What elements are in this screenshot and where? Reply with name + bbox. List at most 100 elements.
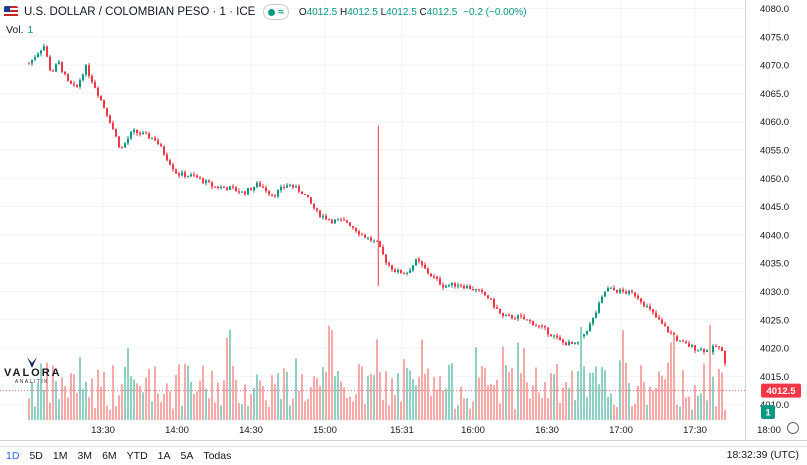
volume-bar: [685, 397, 687, 420]
symbol-title[interactable]: U.S. DOLLAR / COLOMBIAN PESO · 1 · ICE: [24, 6, 256, 18]
volume-bar: [163, 394, 165, 420]
candle-body: [238, 191, 240, 193]
volume-bar: [415, 385, 417, 420]
ohlc-values: O4012.5 H4012.5 L4012.5 C4012.5 −0.2 (−0…: [298, 6, 527, 18]
settings-icon[interactable]: [787, 422, 799, 434]
candle-body: [547, 327, 549, 335]
volume-bar: [652, 390, 654, 420]
volume-legend[interactable]: Vol. 1: [6, 24, 34, 36]
volume-bar: [130, 376, 132, 420]
candle-body: [343, 219, 345, 221]
candle-body: [616, 290, 618, 293]
volume-bar: [463, 398, 465, 420]
volume-bar: [634, 403, 636, 420]
volume-bar: [718, 368, 720, 420]
candle-body: [283, 186, 285, 188]
y-tick-label: 4040.0: [760, 230, 789, 241]
candle-body: [346, 220, 348, 223]
range-button-1d[interactable]: 1D: [6, 449, 20, 462]
candle-body: [514, 318, 516, 320]
volume-bar: [541, 397, 543, 420]
candle-body: [148, 133, 150, 139]
volume-bar: [556, 364, 558, 420]
x-tick-label: 17:00: [609, 425, 633, 436]
volume-bar: [385, 371, 387, 420]
x-tick-label: 16:00: [461, 425, 485, 436]
volume-bar: [421, 339, 423, 420]
y-tick-label: 4075.0: [760, 32, 789, 43]
candle-body: [577, 342, 579, 344]
candle-body: [694, 345, 696, 351]
volume-bar: [223, 380, 225, 420]
candle-body: [133, 129, 135, 132]
candle-body: [112, 122, 114, 130]
volume-bar: [181, 405, 183, 420]
candle-body: [337, 219, 339, 221]
x-tick-label: 17:30: [683, 425, 707, 436]
candle-body: [145, 132, 147, 134]
candle-body: [364, 234, 366, 238]
candle-body: [502, 312, 504, 317]
candle-body: [61, 61, 63, 72]
candle-body: [124, 143, 126, 148]
volume-bar: [430, 395, 432, 420]
utc-clock[interactable]: 18:32:39 (UTC): [726, 449, 799, 461]
volume-bar: [85, 381, 87, 420]
volume-bar: [172, 408, 174, 420]
range-button-3m[interactable]: 3M: [77, 449, 93, 462]
volume-bar: [322, 367, 324, 420]
candle-body: [295, 186, 297, 188]
volume-bar: [424, 373, 426, 420]
candle-body: [46, 46, 48, 57]
candle-body: [493, 299, 495, 308]
market-open-icon: [268, 8, 276, 16]
volume-bar: [499, 403, 501, 420]
candle-body: [466, 285, 468, 289]
volume-bar: [361, 366, 363, 420]
volume-bar: [196, 391, 198, 420]
volume-bar: [34, 406, 36, 420]
y-tick-label: 4015.0: [760, 372, 789, 383]
volume-bar: [235, 379, 237, 420]
volume-bar: [127, 347, 129, 420]
range-button-1a[interactable]: 1A: [157, 449, 171, 462]
range-button-6m[interactable]: 6M: [102, 449, 117, 462]
candle-body: [556, 335, 558, 338]
range-button-ytd[interactable]: YTD: [126, 449, 148, 462]
volume-bar: [43, 389, 45, 420]
market-status-pill[interactable]: ≈: [263, 4, 289, 20]
volume-badge-label: 1: [765, 408, 771, 419]
volume-bar: [373, 375, 375, 420]
range-button-1m[interactable]: 1M: [52, 449, 68, 462]
candle-body: [250, 188, 252, 191]
candle-body: [196, 175, 198, 178]
candle-body: [328, 219, 330, 221]
candle-body: [109, 115, 111, 123]
volume-bar: [619, 360, 621, 420]
candle-body: [85, 65, 87, 75]
candle-body: [43, 46, 45, 51]
candle-body: [676, 336, 678, 341]
volume-bar: [166, 383, 168, 420]
candle-body: [274, 195, 276, 197]
candle-body: [382, 247, 384, 255]
range-button-5a[interactable]: 5A: [180, 449, 194, 462]
volume-bar: [103, 372, 105, 420]
volume-bar: [565, 382, 567, 420]
volume-bar: [118, 395, 120, 420]
candle-body: [724, 350, 726, 364]
volume-bar: [391, 377, 393, 420]
candle-body: [499, 308, 501, 313]
volume-bar: [334, 376, 336, 420]
candle-body: [118, 136, 120, 148]
volume-bar: [628, 383, 630, 420]
volume-bar: [310, 387, 312, 420]
candle-body: [214, 186, 216, 188]
volume-bar: [466, 398, 468, 420]
range-button-5d[interactable]: 5D: [29, 449, 43, 462]
range-button-todas[interactable]: Todas: [203, 449, 232, 462]
volume-bar: [592, 372, 594, 420]
y-tick-label: 4060.0: [760, 117, 789, 128]
volume-bar: [142, 392, 144, 420]
